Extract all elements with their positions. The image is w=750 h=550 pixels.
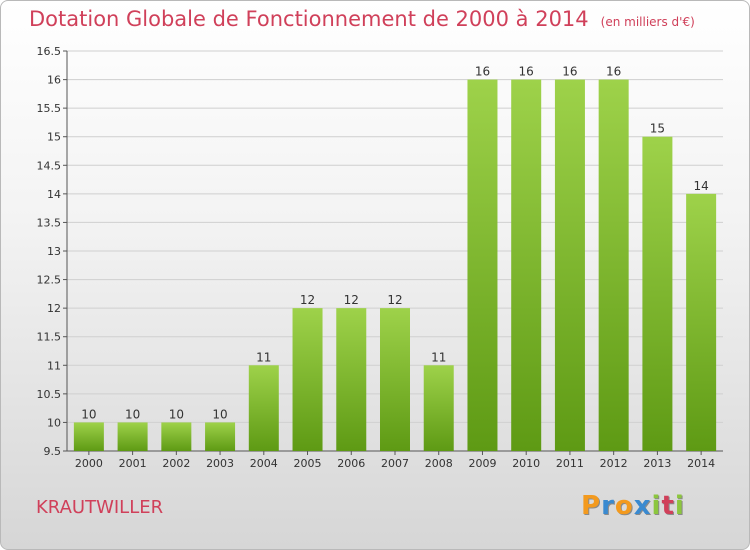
bar [336, 308, 367, 451]
data-label: 10 [169, 407, 184, 421]
y-tick-label: 12 [47, 302, 61, 315]
data-label: 12 [300, 293, 315, 307]
logo-letter: o [614, 491, 634, 521]
bar [554, 79, 585, 452]
title-text: Dotation Globale de Fonctionnement de 20… [29, 7, 589, 31]
data-label: 16 [519, 65, 534, 79]
y-tick-label: 14.5 [37, 159, 62, 172]
bar [117, 422, 148, 451]
logo-letter: i [651, 491, 662, 521]
x-tick-label: 2000 [75, 457, 103, 470]
x-tick-label: 2005 [294, 457, 322, 470]
data-label: 11 [431, 350, 446, 364]
data-label: 16 [562, 65, 577, 79]
y-tick-label: 14 [47, 188, 61, 201]
proxiti-logo: Proxiti [581, 491, 685, 521]
y-tick-label: 16 [47, 74, 61, 87]
logo-letter: t [661, 491, 675, 521]
bar [292, 308, 323, 451]
x-tick-label: 2014 [687, 457, 715, 470]
logo-letter: x [633, 491, 652, 521]
bar [598, 79, 629, 452]
y-tick-label: 16.5 [37, 45, 62, 58]
data-label: 12 [387, 293, 402, 307]
y-tick-label: 11.5 [37, 331, 62, 344]
x-tick-label: 2006 [337, 457, 365, 470]
bar [467, 79, 498, 452]
bar [380, 308, 410, 451]
data-label: 15 [650, 122, 665, 136]
x-tick-label: 2012 [600, 457, 628, 470]
chart-title: Dotation Globale de Fonctionnement de 20… [29, 7, 695, 31]
y-tick-label: 10.5 [37, 388, 62, 401]
data-label: 16 [606, 65, 621, 79]
data-label: 10 [125, 407, 140, 421]
y-tick-label: 13.5 [37, 216, 62, 229]
unit-label: (en milliers d'€) [600, 15, 695, 29]
y-tick-label: 9.5 [44, 445, 62, 458]
bar [73, 422, 104, 451]
bar [642, 136, 673, 451]
y-tick-label: 11 [47, 359, 61, 372]
x-tick-label: 2009 [468, 457, 496, 470]
x-tick-label: 2001 [119, 457, 147, 470]
data-label: 10 [81, 407, 96, 421]
bar [423, 365, 454, 451]
y-tick-label: 12.5 [37, 274, 62, 287]
data-label: 12 [344, 293, 359, 307]
bar [205, 422, 236, 451]
x-tick-label: 2010 [512, 457, 540, 470]
x-tick-label: 2003 [206, 457, 234, 470]
data-label: 14 [693, 179, 708, 193]
logo-letter: r [601, 491, 615, 521]
x-tick-label: 2007 [381, 457, 409, 470]
bar [161, 422, 192, 451]
location-label: KRAUTWILLER [36, 497, 164, 518]
y-tick-label: 15 [47, 131, 61, 144]
bar [511, 79, 542, 452]
x-tick-label: 2013 [643, 457, 671, 470]
bar [248, 365, 279, 451]
data-label: 10 [212, 407, 227, 421]
data-label: 16 [475, 65, 490, 79]
x-tick-label: 2004 [250, 457, 278, 470]
x-tick-label: 2011 [556, 457, 584, 470]
logo-letter: i [674, 491, 685, 521]
logo-letter: P [581, 491, 602, 521]
data-label: 11 [256, 350, 271, 364]
bar [686, 193, 717, 451]
x-tick-label: 2008 [425, 457, 453, 470]
y-tick-label: 15.5 [37, 102, 62, 115]
x-tick-label: 2002 [162, 457, 190, 470]
y-tick-label: 13 [47, 245, 61, 258]
y-tick-label: 10 [47, 416, 61, 429]
